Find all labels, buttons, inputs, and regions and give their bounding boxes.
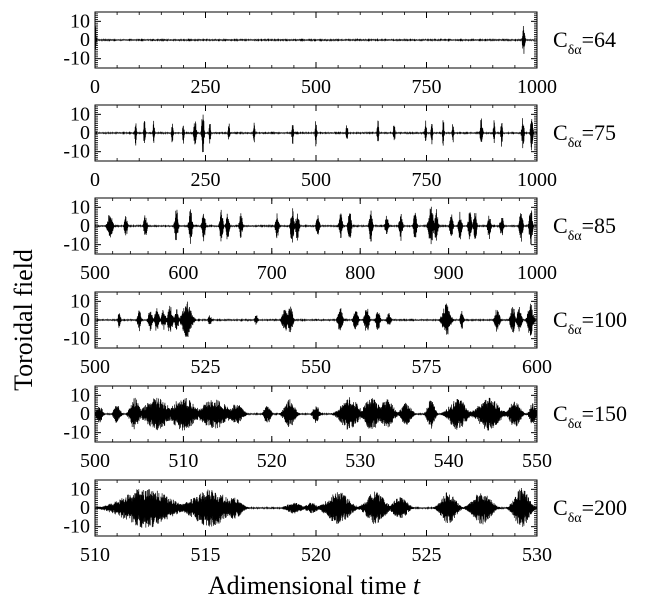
parameter-value: =150 <box>582 401 627 426</box>
parameter-symbol: C <box>553 401 568 426</box>
y-tick-label: 0 <box>80 215 90 237</box>
parameter-value: =100 <box>582 307 627 332</box>
x-tick-label: 0 <box>90 169 100 191</box>
x-tick-label: 1000 <box>517 76 557 98</box>
x-tick-label: 750 <box>412 169 442 191</box>
parameter-symbol: C <box>553 27 568 52</box>
x-tick-label: 500 <box>80 356 110 378</box>
panel-parameter-label: Cδα=100 <box>553 307 627 338</box>
x-tick-label: 500 <box>301 76 331 98</box>
x-tick-label: 525 <box>412 544 442 566</box>
y-tick-label: 0 <box>80 309 90 331</box>
parameter-symbol: C <box>553 307 568 332</box>
x-tick-label: 750 <box>412 76 442 98</box>
parameter-value: =64 <box>582 27 616 52</box>
panel-3: 100-10 500 600 700 800 900 1000 Cδα=85 <box>63 196 616 284</box>
y-axis-title: Toroidal field <box>9 249 38 391</box>
parameter-symbol: C <box>553 495 568 520</box>
x-tick-label: 550 <box>301 356 331 378</box>
y-tick-label: 10 <box>70 290 90 312</box>
x-tick-label: 900 <box>434 262 464 284</box>
x-tick-label: 700 <box>257 262 287 284</box>
x-tick-label: 500 <box>80 450 110 472</box>
panel-parameter-label: Cδα=85 <box>553 213 616 244</box>
y-tick-label: 0 <box>80 29 90 51</box>
y-tick-label: -10 <box>63 141 90 163</box>
parameter-subscript: δα <box>568 43 583 58</box>
x-axis-title: Adimensional time t <box>208 571 421 600</box>
series-line <box>94 25 538 54</box>
x-tick-label: 550 <box>522 450 552 472</box>
x-tick-label: 530 <box>522 544 552 566</box>
x-axis-title-main: Adimensional time <box>208 571 407 600</box>
series-line <box>94 397 538 431</box>
parameter-symbol: C <box>553 213 568 238</box>
panel-parameter-label: Cδα=150 <box>553 401 627 432</box>
parameter-subscript: δα <box>568 417 583 432</box>
y-tick-label: -10 <box>63 234 90 256</box>
x-tick-label: 520 <box>301 544 331 566</box>
x-tick-label: 1000 <box>517 262 557 284</box>
x-tick-label: 510 <box>80 544 110 566</box>
x-tick-label: 575 <box>412 356 442 378</box>
x-tick-label: 520 <box>257 450 287 472</box>
y-tick-label: 10 <box>70 478 90 500</box>
x-tick-label: 540 <box>434 450 464 472</box>
y-tick-label: 0 <box>80 122 90 144</box>
y-tick-label: -10 <box>63 48 90 70</box>
y-tick-label: 10 <box>70 10 90 32</box>
parameter-subscript: δα <box>568 229 583 244</box>
y-tick-label: -10 <box>63 422 90 444</box>
x-tick-label: 500 <box>80 262 110 284</box>
x-tick-label: 250 <box>191 76 221 98</box>
y-tick-label: -10 <box>63 328 90 350</box>
series-line <box>94 301 538 337</box>
parameter-subscript: δα <box>568 323 583 338</box>
y-tick-label: 10 <box>70 103 90 125</box>
panel-parameter-label: Cδα=64 <box>553 27 616 58</box>
x-axis-title-variable: t <box>413 571 421 600</box>
parameter-subscript: δα <box>568 511 583 526</box>
y-tick-label: -10 <box>63 516 90 538</box>
series-line <box>94 206 538 245</box>
x-tick-label: 525 <box>191 356 221 378</box>
x-tick-label: 250 <box>191 169 221 191</box>
parameter-subscript: δα <box>568 136 583 151</box>
parameter-value: =85 <box>582 213 616 238</box>
x-tick-label: 510 <box>168 450 198 472</box>
x-tick-label: 600 <box>168 262 198 284</box>
series-line <box>94 114 538 153</box>
x-tick-label: 800 <box>345 262 375 284</box>
parameter-value: =75 <box>582 120 616 145</box>
y-tick-label: 0 <box>80 497 90 519</box>
parameter-value: =200 <box>582 495 627 520</box>
x-tick-label: 500 <box>301 169 331 191</box>
x-tick-label: 0 <box>90 76 100 98</box>
x-tick-label: 530 <box>345 450 375 472</box>
x-tick-label: 600 <box>522 356 552 378</box>
y-tick-label: 10 <box>70 384 90 406</box>
parameter-symbol: C <box>553 120 568 145</box>
panel-parameter-label: Cδα=75 <box>553 120 616 151</box>
panel-parameter-label: Cδα=200 <box>553 495 627 526</box>
y-tick-label: 0 <box>80 403 90 425</box>
series-line <box>94 488 538 528</box>
y-tick-label: 10 <box>70 196 90 218</box>
x-tick-label: 515 <box>191 544 221 566</box>
x-tick-label: 1000 <box>517 169 557 191</box>
